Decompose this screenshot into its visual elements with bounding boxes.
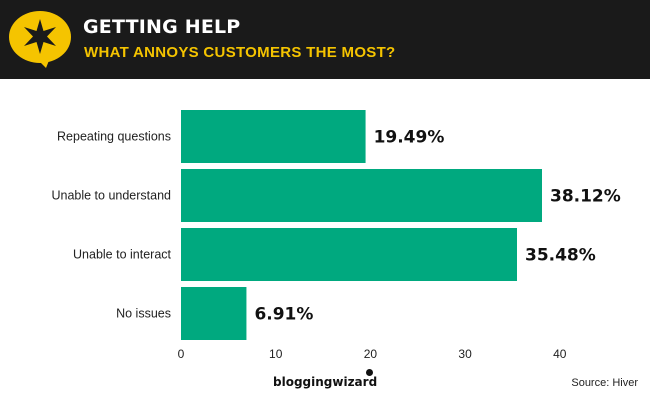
category-label: Unable to understand <box>51 189 171 203</box>
x-tick-label: 30 <box>458 347 472 361</box>
brand-logo-dot <box>366 369 373 376</box>
category-label: Repeating questions <box>57 130 171 144</box>
x-tick-label: 40 <box>553 347 567 361</box>
source-note: Source: Hiver <box>571 377 638 389</box>
page-title: GETTING HELP <box>83 16 241 38</box>
brand-logo-text: bloggingwizard <box>273 375 378 389</box>
x-tick-label: 20 <box>364 347 378 361</box>
bar <box>181 287 247 340</box>
page-subtitle: WHAT ANNOYS CUSTOMERS THE MOST? <box>84 44 396 61</box>
data-label: 19.49% <box>374 128 445 148</box>
data-label: 6.91% <box>254 305 313 325</box>
bar <box>181 228 517 281</box>
data-label: 38.12% <box>550 187 621 207</box>
star-speech-bubble-icon <box>9 11 71 68</box>
category-label: Unable to interact <box>73 248 172 262</box>
header-banner: GETTING HELP WHAT ANNOYS CUSTOMERS THE M… <box>0 0 650 79</box>
bar-chart: Repeating questions 19.49% Unable to under… <box>51 110 621 361</box>
x-tick-label: 0 <box>178 347 185 361</box>
x-tick-label: 10 <box>269 347 283 361</box>
category-label: No issues <box>116 307 171 321</box>
bar <box>181 110 366 163</box>
bar <box>181 169 542 222</box>
data-label: 35.48% <box>525 246 596 266</box>
